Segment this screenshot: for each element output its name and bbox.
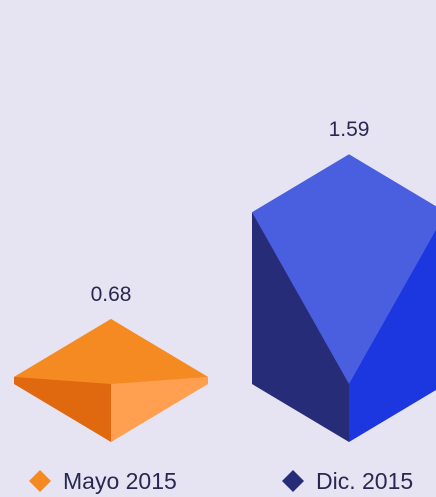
bar-mayo-2015-right-face	[111, 376, 208, 442]
bar-dic-2015-left-face	[252, 212, 349, 442]
value-labels-group: 0.68 1.59	[91, 118, 370, 306]
bar-mayo-2015-front	[14, 318, 208, 442]
bar-mayo-2015-left-face	[14, 376, 111, 442]
legend-item-dic-2015: Dic. 2015	[282, 468, 413, 494]
bar-mayo-2015	[14, 318, 208, 442]
legend-marker-dic-2015	[282, 470, 304, 492]
legend-label-mayo-2015: Mayo 2015	[63, 468, 177, 494]
bars-group	[14, 154, 436, 442]
value-label-dic-2015: 1.59	[329, 118, 370, 141]
legend-label-dic-2015: Dic. 2015	[316, 468, 413, 494]
bar-dic-2015-right-face	[349, 229, 436, 442]
value-label-mayo-2015: 0.68	[91, 283, 132, 306]
bar-dic-2015-front	[252, 154, 436, 442]
legend: Mayo 2015 Dic. 2015	[29, 468, 413, 494]
legend-marker-mayo-2015	[29, 470, 51, 492]
legend-item-mayo-2015: Mayo 2015	[29, 468, 177, 494]
bar-dic-2015	[252, 154, 436, 442]
